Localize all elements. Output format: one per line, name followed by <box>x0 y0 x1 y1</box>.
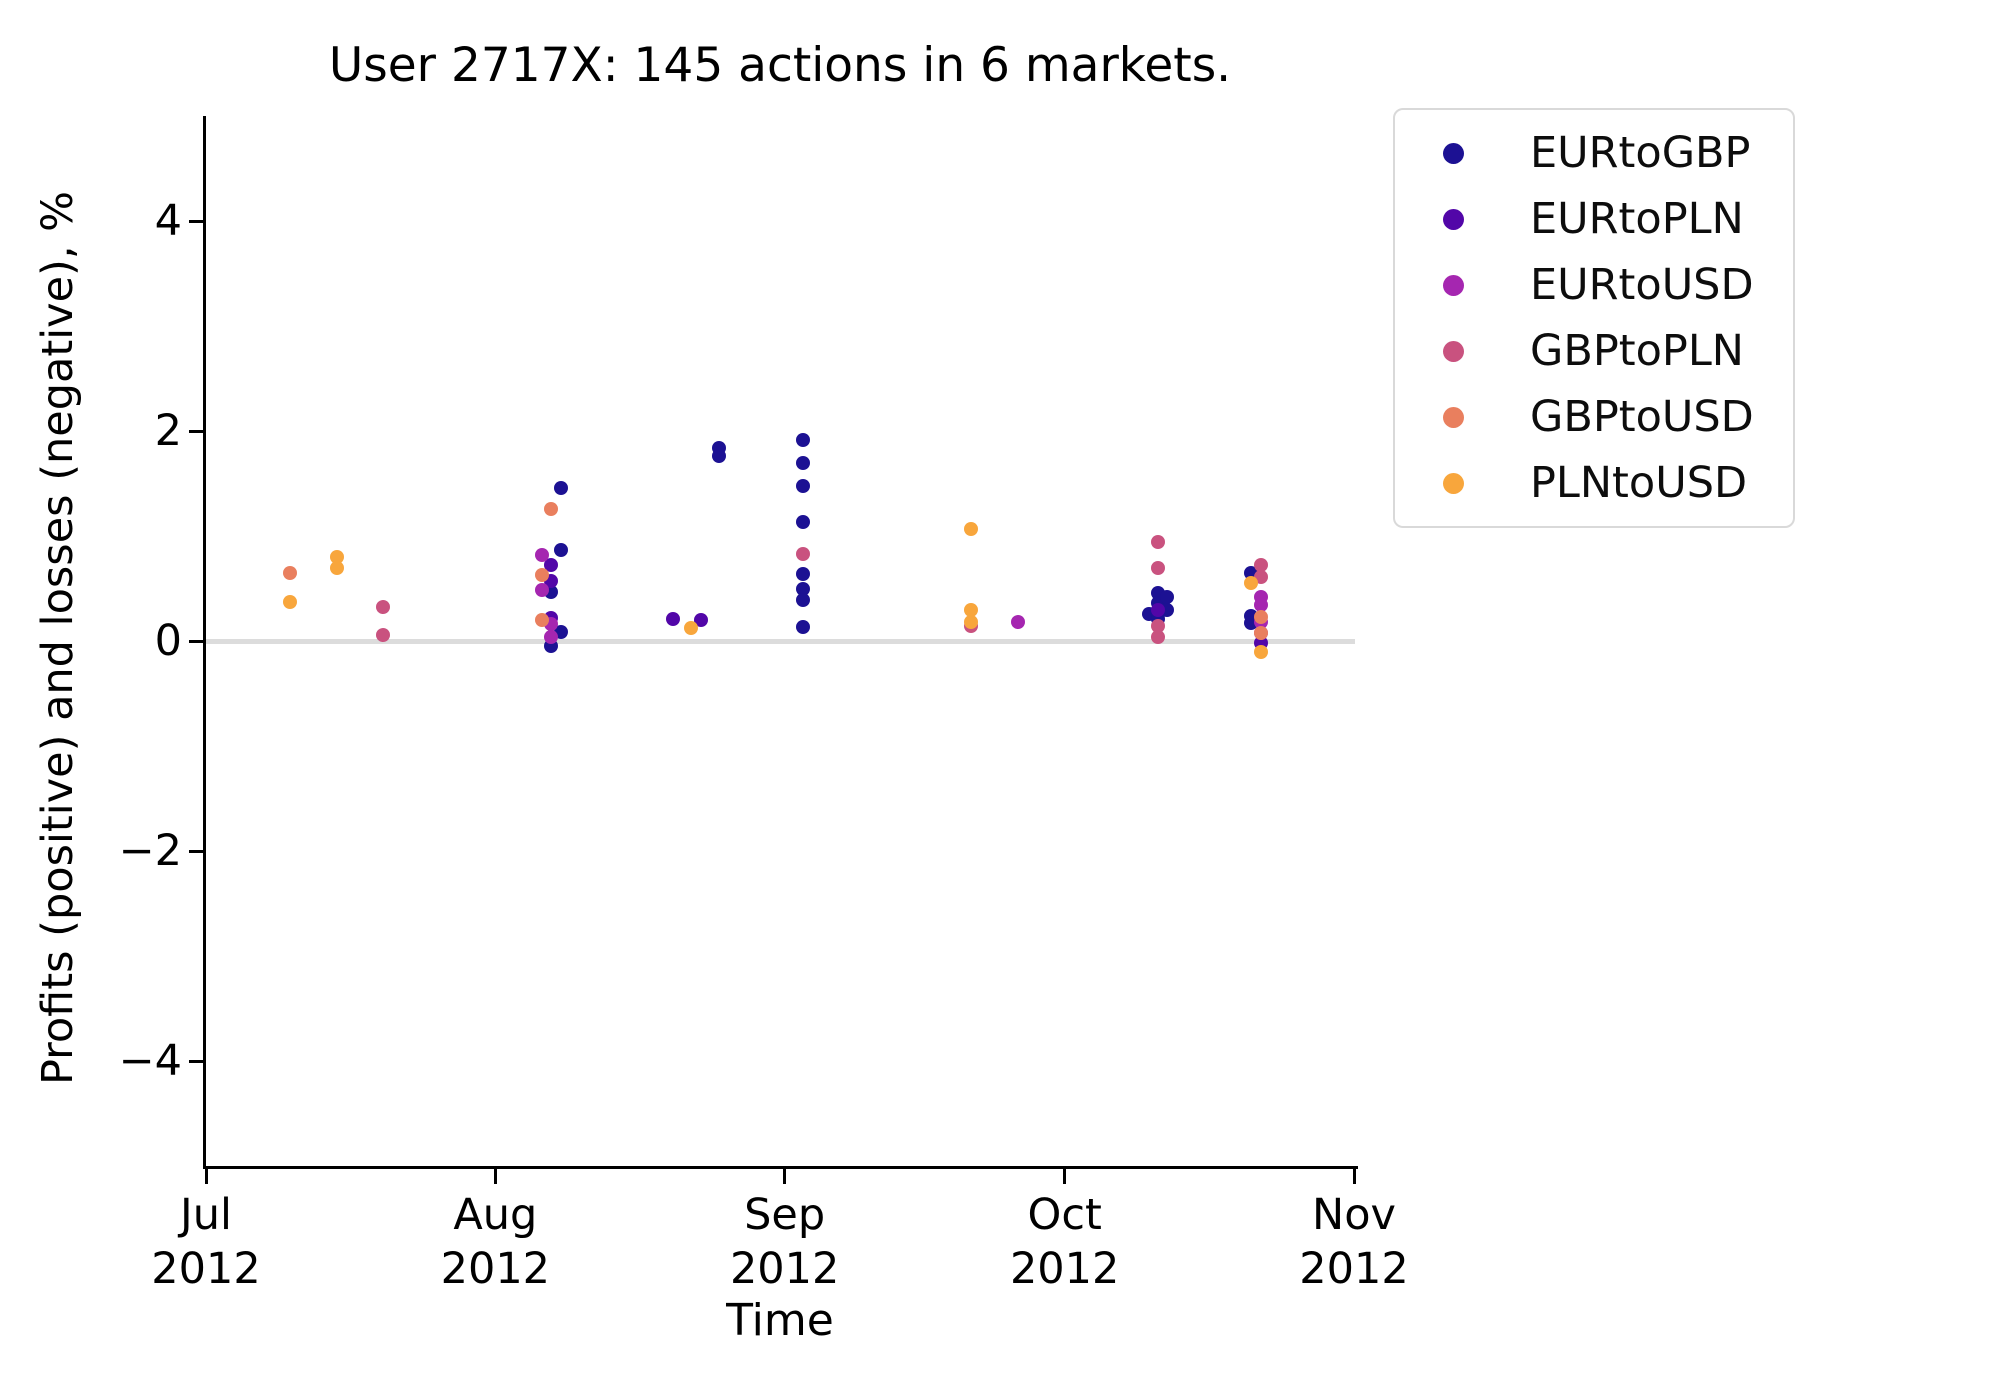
x-tick-mark <box>493 1169 497 1184</box>
x-tick-year: 2012 <box>151 1244 261 1294</box>
legend-marker-icon <box>1443 340 1464 362</box>
legend-label: EURtoUSD <box>1530 260 1754 310</box>
x-tick-month: Nov <box>1312 1190 1396 1240</box>
point-GBPtoUSD <box>535 613 549 627</box>
x-tick-month: Aug <box>453 1190 538 1240</box>
point-EURtoGBP <box>796 566 811 581</box>
x-tick-label: Oct 2012 <box>945 1188 1185 1296</box>
x-tick-label: Jul 2012 <box>86 1188 326 1296</box>
point-PLNtoUSD <box>1244 576 1259 591</box>
point-GBPtoPLN <box>796 546 811 561</box>
point-GBPtoPLN <box>1151 629 1165 644</box>
point-PLNtoUSD <box>283 595 297 610</box>
legend-label: GBPtoPLN <box>1530 326 1744 376</box>
legend-marker-icon <box>1443 208 1464 230</box>
point-PLNtoUSD <box>964 521 979 536</box>
x-tick-label: Sep 2012 <box>665 1188 905 1296</box>
legend-item-EURtoUSD: EURtoUSD <box>1395 252 1793 318</box>
point-EURtoGBP <box>796 478 811 493</box>
y-tick-label: −2 <box>118 826 182 876</box>
y-tick-mark <box>189 1059 204 1063</box>
y-tick-mark <box>189 429 204 433</box>
y-tick-mark <box>189 219 204 223</box>
x-axis-label: Time <box>726 1295 834 1346</box>
point-EURtoGBP <box>796 455 811 470</box>
x-tick-label: Aug 2012 <box>375 1188 615 1296</box>
point-EURtoUSD <box>535 582 549 597</box>
x-tick-year: 2012 <box>1299 1244 1409 1294</box>
point-EURtoPLN <box>1151 602 1165 617</box>
point-GBPtoUSD <box>535 567 549 582</box>
point-GBPtoPLN <box>376 627 391 642</box>
point-GBPtoUSD <box>283 565 297 580</box>
legend: EURtoGBP EURtoPLN EURtoUSD GBPtoPLN GBPtoUSD… <box>1393 108 1795 528</box>
point-PLNtoUSD <box>329 550 344 564</box>
point-GBPtoUSD <box>544 501 559 516</box>
point-EURtoUSD <box>535 547 549 562</box>
y-axis-spine <box>203 116 206 1169</box>
point-PLNtoUSD <box>329 560 344 575</box>
point-EURtoGBP <box>796 593 811 608</box>
point-EURtoGBP <box>796 581 811 596</box>
point-GBPtoPLN <box>1151 560 1165 575</box>
legend-marker-icon <box>1443 274 1464 296</box>
legend-item-GBPtoPLN: GBPtoPLN <box>1395 318 1793 384</box>
point-GBPtoPLN <box>1253 558 1268 573</box>
x-tick-year: 2012 <box>440 1244 551 1294</box>
legend-label: GBPtoUSD <box>1530 392 1754 442</box>
y-tick-mark <box>189 849 204 853</box>
legend-marker-icon <box>1443 406 1464 428</box>
point-PLNtoUSD <box>1253 644 1268 659</box>
point-GBPtoUSD <box>1253 609 1268 624</box>
y-tick-label: 0 <box>154 616 182 666</box>
point-EURtoGBP <box>712 449 727 464</box>
legend-label: EURtoPLN <box>1530 194 1744 244</box>
point-EURtoPLN <box>693 613 708 627</box>
legend-item-EURtoPLN: EURtoPLN <box>1395 186 1793 252</box>
y-tick-label: −4 <box>118 1036 182 1086</box>
point-PLNtoUSD <box>964 615 979 630</box>
legend-marker-icon <box>1443 472 1464 494</box>
x-tick-label: Nov 2012 <box>1234 1188 1474 1296</box>
point-PLNtoUSD <box>964 602 979 617</box>
x-tick-mark <box>1063 1169 1067 1184</box>
point-GBPtoPLN <box>1151 535 1165 550</box>
point-PLNtoUSD <box>684 621 699 636</box>
y-tick-label: 2 <box>154 406 182 456</box>
point-EURtoUSD <box>544 629 559 644</box>
x-tick-mark <box>204 1169 208 1184</box>
legend-label: EURtoGBP <box>1530 128 1751 178</box>
point-EURtoGBP <box>796 433 811 448</box>
x-tick-year: 2012 <box>1009 1244 1120 1294</box>
x-tick-year: 2012 <box>729 1244 840 1294</box>
point-EURtoUSD <box>1011 615 1025 630</box>
x-tick-mark <box>783 1169 787 1184</box>
point-EURtoUSD <box>1253 598 1268 613</box>
point-EURtoPLN <box>544 558 559 573</box>
legend-item-GBPtoUSD: GBPtoUSD <box>1395 384 1793 450</box>
legend-item-PLNtoUSD: PLNtoUSD <box>1395 450 1793 516</box>
y-tick-label: 4 <box>154 196 182 246</box>
point-EURtoGBP <box>796 620 811 635</box>
y-tick-mark <box>189 639 204 643</box>
chart-title: User 2717X: 145 actions in 6 markets. <box>328 38 1232 93</box>
point-GBPtoUSD <box>1253 625 1268 640</box>
x-tick-month: Sep <box>744 1190 826 1240</box>
zero-gridline <box>206 638 1355 644</box>
point-GBPtoPLN <box>376 600 391 615</box>
x-tick-month: Jul <box>180 1190 232 1240</box>
legend-item-EURtoGBP: EURtoGBP <box>1395 120 1793 186</box>
x-tick-month: Oct <box>1027 1190 1102 1240</box>
x-tick-mark <box>1352 1169 1356 1184</box>
legend-label: PLNtoUSD <box>1530 458 1748 508</box>
x-axis-spine <box>203 1166 1358 1169</box>
point-EURtoGBP <box>553 542 568 557</box>
point-EURtoGBP <box>1160 589 1175 604</box>
point-EURtoGBP <box>796 515 811 530</box>
legend-marker-icon <box>1443 142 1464 164</box>
point-EURtoPLN <box>665 611 680 626</box>
point-EURtoGBP <box>553 480 568 495</box>
